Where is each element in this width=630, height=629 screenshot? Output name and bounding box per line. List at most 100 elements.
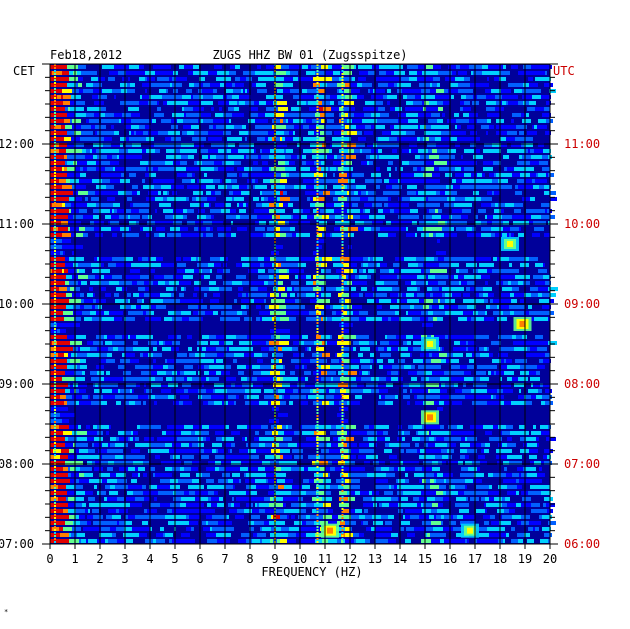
heat-cell bbox=[105, 149, 110, 153]
heat-cell bbox=[339, 77, 343, 81]
heat-cell bbox=[359, 371, 362, 375]
heat-cell bbox=[279, 395, 282, 399]
heat-cell bbox=[368, 65, 372, 69]
heat-cell bbox=[366, 437, 368, 441]
heat-cell bbox=[433, 77, 440, 81]
heat-cell bbox=[467, 281, 475, 285]
heat-cell bbox=[58, 485, 66, 489]
heat-cell bbox=[430, 83, 432, 87]
heat-cell bbox=[460, 83, 470, 87]
heat-cell bbox=[184, 521, 189, 525]
heat-cell bbox=[162, 95, 172, 99]
heat-cell bbox=[319, 245, 322, 249]
heat-cell bbox=[507, 491, 516, 495]
heat-cell bbox=[255, 71, 259, 75]
heat-cell bbox=[464, 275, 471, 279]
heat-cell bbox=[181, 287, 184, 291]
heat-cell bbox=[442, 377, 449, 381]
heat-cell bbox=[111, 227, 120, 231]
heat-cell bbox=[276, 263, 278, 267]
heat-cell bbox=[283, 479, 285, 483]
heat-cell bbox=[235, 455, 238, 459]
heat-cell bbox=[487, 119, 491, 123]
heat-cell bbox=[126, 539, 131, 543]
heat-cell bbox=[79, 179, 83, 183]
heat-cell bbox=[62, 71, 69, 75]
heat-cell bbox=[145, 77, 147, 81]
heat-cell bbox=[317, 365, 321, 369]
heat-cell bbox=[244, 317, 252, 321]
heat-cell bbox=[261, 479, 266, 483]
heat-cell bbox=[188, 497, 195, 501]
heat-cell bbox=[58, 293, 66, 297]
heat-cell bbox=[183, 401, 192, 405]
heat-cell bbox=[267, 215, 272, 219]
heat-cell bbox=[545, 401, 553, 405]
heat-cell bbox=[182, 107, 184, 111]
heat-cell bbox=[276, 125, 286, 129]
heat-cell bbox=[404, 431, 410, 435]
heat-cell bbox=[443, 491, 446, 495]
heat-cell bbox=[224, 443, 231, 447]
heat-cell bbox=[442, 347, 444, 351]
heat-cell bbox=[236, 215, 240, 219]
heat-cell bbox=[93, 125, 95, 129]
heat-cell bbox=[481, 203, 488, 207]
heat-cell bbox=[73, 305, 80, 309]
heat-cell bbox=[56, 185, 62, 189]
heat-cell bbox=[385, 401, 393, 405]
heat-cell bbox=[222, 161, 225, 165]
heat-cell bbox=[310, 167, 317, 171]
heat-cell bbox=[119, 149, 128, 153]
heat-cell bbox=[91, 263, 101, 267]
heat-cell bbox=[539, 485, 544, 489]
heat-cell bbox=[545, 353, 550, 357]
heat-cell bbox=[479, 401, 487, 405]
heat-cell bbox=[273, 515, 280, 519]
heat-cell bbox=[315, 71, 323, 75]
heat-cell bbox=[128, 191, 132, 195]
heat-cell bbox=[490, 425, 493, 429]
heat-cell bbox=[365, 293, 370, 297]
heat-cell bbox=[214, 161, 219, 165]
heat-cell bbox=[237, 167, 240, 171]
heat-cell bbox=[355, 305, 362, 309]
heat-cell bbox=[462, 209, 471, 213]
heat-cell bbox=[306, 185, 314, 189]
heat-cell bbox=[334, 209, 343, 213]
heat-cell bbox=[349, 443, 357, 447]
heat-cell bbox=[437, 101, 441, 105]
heat-cell bbox=[321, 119, 325, 123]
heat-cell bbox=[435, 371, 438, 375]
heat-cell bbox=[380, 275, 390, 279]
heat-cell bbox=[434, 461, 438, 465]
heat-cell bbox=[487, 77, 489, 81]
heat-cell bbox=[389, 455, 397, 459]
heat-cell bbox=[60, 533, 69, 537]
heat-cell bbox=[165, 491, 173, 495]
spectrogram-row bbox=[50, 173, 554, 177]
heat-cell bbox=[129, 401, 135, 405]
heat-cell bbox=[60, 263, 65, 267]
heat-cell bbox=[508, 137, 515, 141]
heat-cell bbox=[435, 443, 438, 447]
heat-cell bbox=[139, 209, 149, 213]
heat-cell bbox=[357, 83, 362, 87]
heat-cell bbox=[330, 143, 332, 147]
heat-cell bbox=[92, 461, 95, 465]
heat-cell bbox=[74, 449, 79, 453]
heat-cell bbox=[410, 485, 419, 489]
heat-cell bbox=[129, 221, 136, 225]
heat-cell bbox=[94, 101, 104, 105]
heat-cell bbox=[389, 173, 391, 177]
heat-cell bbox=[532, 233, 540, 237]
heat-cell bbox=[453, 233, 457, 237]
heat-cell bbox=[145, 89, 147, 93]
heat-cell bbox=[157, 77, 160, 81]
heat-cell bbox=[414, 263, 418, 267]
heat-cell bbox=[162, 473, 164, 477]
heat-cell bbox=[143, 185, 147, 189]
heat-cell bbox=[381, 467, 389, 471]
heat-cell bbox=[481, 443, 485, 447]
heat-cell bbox=[524, 179, 530, 183]
